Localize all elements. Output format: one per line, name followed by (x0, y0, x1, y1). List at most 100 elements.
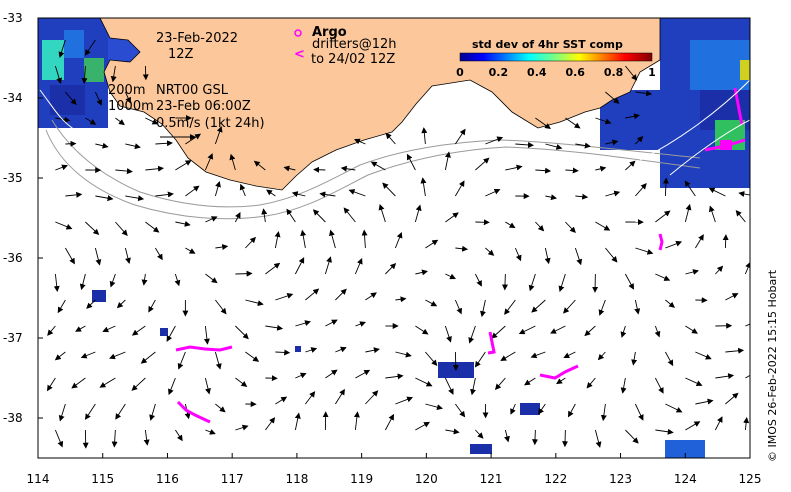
current-arrow (291, 191, 306, 198)
current-arrow (166, 325, 176, 342)
current-arrow (735, 210, 746, 223)
current-arrow (474, 273, 482, 287)
current-arrow (595, 221, 611, 231)
current-arrow (95, 195, 114, 202)
current-arrow (684, 203, 692, 223)
current-arrow (385, 132, 396, 145)
current-arrow (528, 273, 536, 292)
current-arrow (625, 160, 636, 171)
current-arrow (214, 126, 223, 145)
current-arrow (494, 377, 506, 390)
current-arrow (605, 139, 619, 146)
current-arrow (245, 351, 260, 362)
current-arrow (535, 167, 552, 174)
current-arrow (325, 319, 338, 327)
x-tick-label: 124 (674, 472, 697, 486)
current-arrow (665, 240, 683, 249)
x-tick-label: 120 (415, 472, 438, 486)
current-arrow (54, 351, 66, 361)
current-arrow (215, 403, 226, 413)
current-arrow (46, 377, 56, 392)
drifters-label: drifters@12h (312, 37, 397, 52)
current-arrow (84, 403, 96, 420)
current-arrow (745, 374, 750, 379)
current-arrow (343, 207, 356, 223)
current-arrow (415, 421, 430, 431)
current-arrow (421, 127, 428, 145)
current-arrow (57, 299, 66, 314)
current-arrow (725, 347, 745, 354)
current-arrow (535, 117, 551, 129)
current-arrow (550, 325, 566, 334)
current-arrow (665, 299, 675, 308)
current-arrow (102, 325, 116, 333)
current-arrow (634, 403, 644, 421)
current-arrow (605, 91, 620, 104)
contour-1000m-label: 1000m (108, 99, 154, 114)
current-arrow (175, 160, 192, 171)
contour-200m-label: 200m (108, 83, 145, 98)
current-arrow (532, 429, 539, 446)
current-arrow (714, 416, 723, 431)
drifter-legend-icon: < (294, 47, 305, 62)
x-tick-label: 117 (221, 472, 244, 486)
current-arrow (725, 392, 739, 405)
current-arrow (286, 208, 296, 223)
current-arrow (425, 299, 438, 307)
current-arrow (75, 325, 86, 332)
current-arrow (504, 429, 510, 443)
current-arrow (355, 321, 366, 327)
current-arrow (185, 185, 200, 197)
current-arrow (54, 65, 63, 85)
current-arrow (605, 190, 621, 197)
current-arrow (594, 429, 602, 448)
current-arrow (58, 403, 66, 422)
current-arrow (425, 351, 438, 366)
current-arrow (565, 167, 579, 174)
current-arrow (565, 221, 576, 234)
current-arrow (125, 195, 145, 202)
current-arrow (65, 91, 77, 106)
current-arrow (414, 204, 422, 223)
colorbar-title: std dev of 4hr SST comp (472, 38, 623, 51)
current-arrow (662, 177, 669, 197)
current-arrow (445, 273, 457, 280)
argo-label: Argo (312, 25, 347, 40)
current-arrow (294, 412, 301, 431)
current-arrow (353, 138, 366, 145)
y-tick-label: -35 (3, 171, 23, 185)
current-arrow (215, 299, 227, 315)
current-arrow (654, 325, 661, 338)
current-arrow (174, 273, 181, 287)
current-arrow (545, 194, 557, 201)
current-arrow (168, 377, 176, 396)
current-arrow (115, 221, 128, 236)
current-arrow (620, 377, 627, 394)
current-arrow (215, 244, 229, 250)
current-arrow (177, 351, 186, 370)
colorbar-tick-label: 0.6 (565, 66, 585, 79)
colorbar-tick-label: 0.2 (489, 66, 509, 79)
current-arrow (275, 293, 294, 301)
current-arrow (491, 325, 506, 339)
current-arrow (235, 325, 249, 340)
current-arrow (635, 183, 647, 197)
current-arrow (454, 180, 465, 197)
current-arrow (635, 90, 653, 97)
current-arrow (480, 299, 486, 318)
current-arrow (205, 273, 218, 284)
current-arrow (504, 299, 516, 315)
current-arrow (634, 299, 641, 315)
current-arrow (708, 187, 726, 197)
current-arrow (455, 245, 469, 252)
current-arrow (474, 351, 486, 368)
current-arrow (755, 392, 763, 404)
current-arrow (738, 191, 750, 197)
colorbar (459, 52, 653, 62)
current-arrow (385, 262, 397, 275)
current-arrow (214, 351, 222, 370)
current-arrow (605, 247, 618, 263)
current-arrow (143, 429, 150, 446)
x-tick-label: 119 (350, 472, 373, 486)
x-tick-label: 114 (27, 472, 50, 486)
